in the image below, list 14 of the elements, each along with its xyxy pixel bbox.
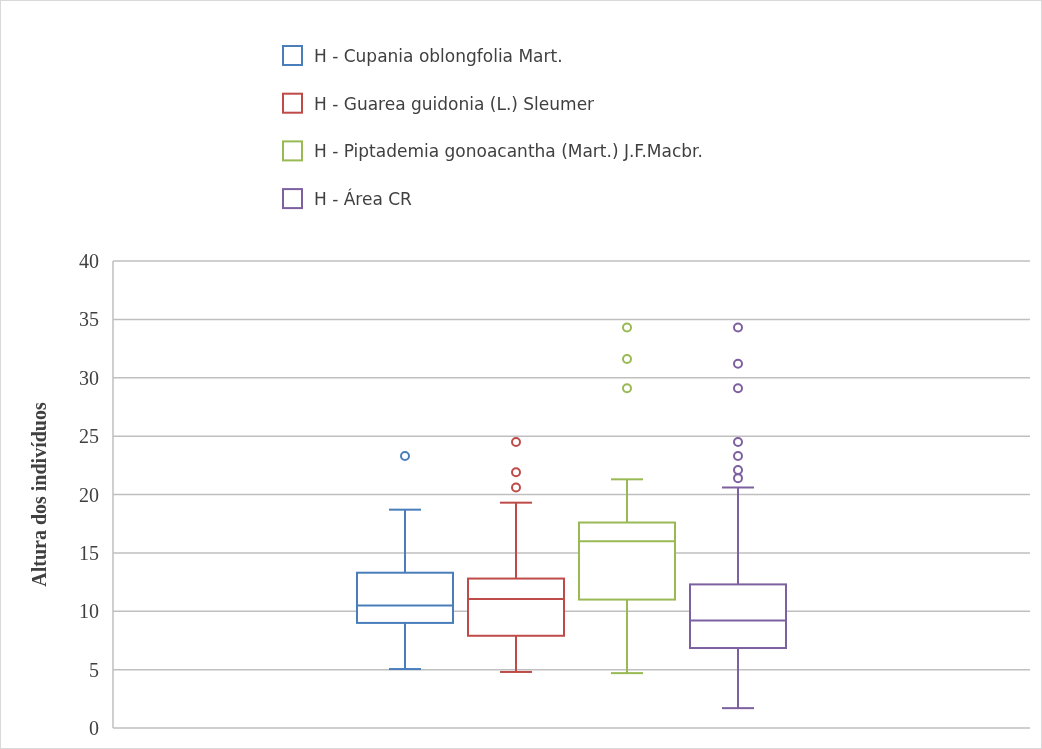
y-tick-label: 0 [89,717,99,739]
legend-label: H - Área CR [314,188,413,210]
y-tick-label: 5 [89,658,99,681]
y-tick-label: 10 [79,600,99,623]
y-tick-label: 30 [79,366,99,389]
y-tick-label: 35 [79,308,99,331]
y-tick-label: 20 [79,483,99,506]
y-axis-title: Altura dos indivíduos [28,402,50,587]
y-tick-label: 25 [79,425,99,448]
legend-label: H - Piptademia gonoacantha (Mart.) J.F.Macbr. [314,141,703,162]
legend-label: H - Guarea guidonia (L.) Sleumer [314,93,595,114]
y-tick-label: 40 [79,250,99,272]
y-tick-label: 15 [79,541,99,564]
legend-label: H - Cupania oblongfolia Mart. [314,45,563,66]
